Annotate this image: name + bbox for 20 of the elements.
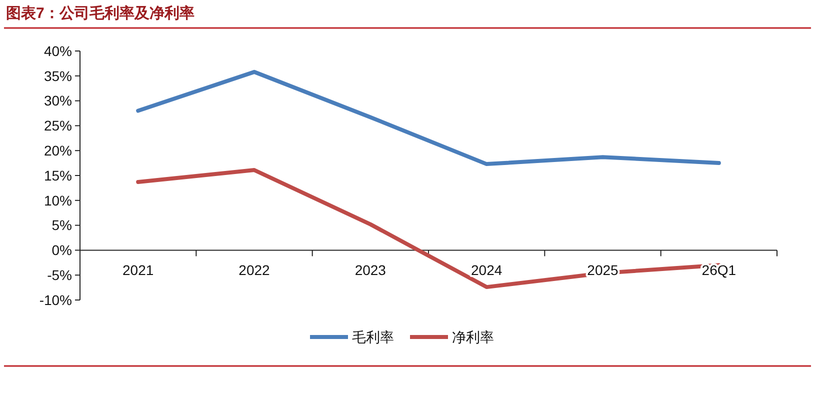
y-tick-label: 40% bbox=[44, 42, 72, 59]
y-tick-label: 0% bbox=[52, 242, 72, 258]
x-tick-label: 2024 bbox=[471, 262, 502, 278]
y-tick-label: 30% bbox=[44, 92, 72, 109]
y-tick-label: 10% bbox=[44, 192, 72, 208]
y-tick-label: 15% bbox=[44, 167, 72, 184]
legend-label: 毛利率 bbox=[352, 328, 394, 345]
line-series bbox=[136, 70, 721, 166]
x-tick-label: 2021 bbox=[122, 262, 154, 278]
x-tick-label: 2022 bbox=[238, 262, 270, 278]
y-tick-label: 5% bbox=[52, 217, 72, 234]
y-tick-label: 25% bbox=[44, 118, 72, 134]
x-tick-label: 26Q1 bbox=[702, 262, 736, 278]
x-tick-label: 2023 bbox=[354, 262, 386, 278]
y-tick-label: -10% bbox=[39, 292, 72, 308]
legend-label: 净利率 bbox=[452, 328, 494, 345]
y-tick-label: -5% bbox=[47, 267, 72, 283]
y-tick-label: 35% bbox=[44, 68, 72, 84]
y-tick-label: 20% bbox=[44, 142, 72, 158]
chart-title: 图表7：公司毛利率及净利率 bbox=[6, 4, 194, 22]
